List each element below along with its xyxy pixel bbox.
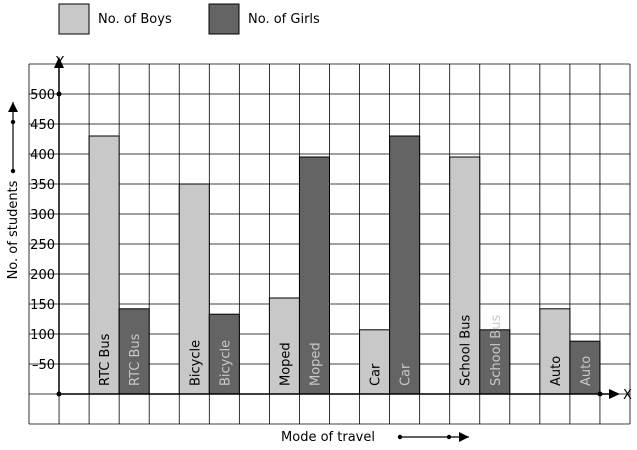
axes: [54, 57, 620, 399]
bar-girls-rtc-bus: [118, 308, 150, 395]
bar-label: Car: [399, 363, 414, 386]
y-tick-label: 400: [30, 148, 55, 163]
y-tick-label: 250: [30, 238, 55, 253]
x-title-arrow: [397, 432, 469, 442]
bar-label: Auto: [549, 356, 564, 386]
legend-label-boys: No. of Boys: [98, 12, 172, 27]
bar-boys-moped: [268, 297, 300, 395]
bar-label: School Bus: [459, 315, 474, 386]
bar-girls-moped: [298, 156, 331, 395]
y-tick-label: 150: [30, 298, 55, 313]
y-tick-label: 450: [30, 118, 55, 133]
bar-label: School Bus: [489, 315, 504, 386]
bar-label: Moped: [308, 342, 323, 386]
bar-girls-bicycle: [208, 313, 240, 395]
bar-boys-auto: [539, 308, 571, 395]
bar-label: Car: [369, 363, 384, 386]
y-tick-label: 350: [30, 178, 55, 193]
y-tick-label: 100: [30, 328, 55, 343]
bar-girls-auto: [569, 340, 601, 395]
y-tick-labels: 500 450 400 350 300 250 200 150 100 –50: [30, 88, 55, 373]
bar-label: RTC Bus: [128, 333, 143, 386]
x-axis-arrowhead: [609, 389, 620, 399]
bar-label: Bicycle: [188, 340, 203, 386]
bar-girls-car: [389, 135, 421, 395]
y-title-arrow: [8, 102, 18, 174]
bar-girls-school-bus: [479, 329, 511, 395]
y-tick-label: 200: [30, 268, 55, 283]
legend-label-girls: No. of Girls: [248, 12, 320, 27]
bar-label: Moped: [278, 342, 293, 386]
legend-swatch-boys: [58, 3, 90, 35]
y-axis-letter: Y: [55, 55, 64, 70]
x-axis-dot: [597, 391, 603, 397]
x-axis-title: Mode of travel: [281, 430, 375, 445]
legend-swatch-girls: [208, 3, 240, 35]
y-axis-dot: [56, 91, 62, 97]
y-tick-label: 500: [30, 88, 55, 103]
bars: RTC Bus RTC Bus Bicycle Bicycle Moped Moped Ca…: [88, 135, 601, 395]
x-axis-letter: X: [623, 388, 632, 403]
bar-boys-rtc-bus: [88, 135, 120, 395]
y-axis-arrowhead: [54, 57, 64, 68]
legend: No. of Boys No. of Girls: [58, 3, 320, 35]
y-tick-label: 300: [30, 208, 55, 223]
bar-label: Auto: [579, 356, 594, 386]
y-axis-title: No. of students: [6, 180, 21, 279]
bar-boys-school-bus: [449, 156, 481, 395]
y-tick-label: –50: [32, 358, 55, 373]
bar-label: Bicycle: [218, 340, 233, 386]
bar-label: RTC Bus: [98, 333, 113, 386]
